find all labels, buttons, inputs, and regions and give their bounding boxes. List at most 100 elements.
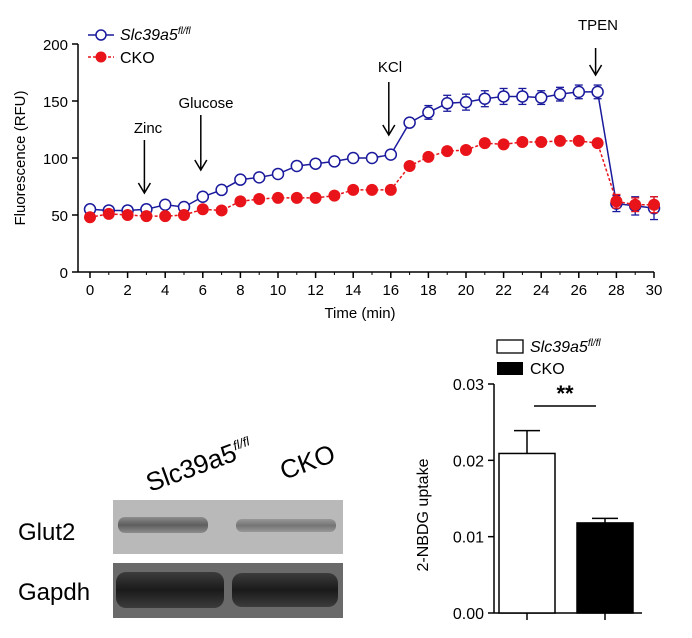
- series-1: [83, 84, 661, 221]
- x-tick-label: 20: [458, 282, 475, 299]
- legend-marker-filled: [95, 51, 107, 63]
- nbdg-uptake-bar-chart: 0.00 0.01 0.02 0.03 Slc39a5fl/fl CKO 2-NBDG…: [415, 338, 642, 623]
- data-point: [591, 85, 604, 99]
- x-tick-label: 24: [533, 282, 550, 299]
- data-point: [309, 157, 322, 170]
- bar-chart-legend: Slc39a5fl/fl CKO: [496, 338, 601, 378]
- data-point: [196, 203, 209, 216]
- blot-lane-label-cko: CKO: [276, 438, 339, 485]
- data-point: [140, 210, 153, 223]
- significance-marker: **: [534, 381, 596, 407]
- data-point: [384, 148, 398, 161]
- blot-band-glut2-cko: [236, 519, 336, 532]
- data-point: [384, 183, 397, 196]
- blot-row-label-glut2: Glut2: [18, 519, 75, 546]
- annotation-label: Glucose: [178, 95, 233, 112]
- data-point: [553, 87, 567, 101]
- data-point: [309, 191, 322, 204]
- data-point: [365, 151, 379, 165]
- y-tick-label: 50: [51, 208, 68, 225]
- data-point: [328, 155, 341, 168]
- bar-y-tick-label: 0.03: [453, 377, 484, 394]
- y-tick-label: 0: [60, 265, 68, 282]
- data-point: [497, 90, 510, 103]
- data-point: [422, 150, 435, 163]
- legend-marker-open: [95, 29, 107, 41]
- line-chart-series: [83, 84, 661, 224]
- bar-1: [498, 452, 556, 614]
- annotation-label: Zinc: [134, 120, 163, 137]
- data-point: [610, 195, 623, 208]
- blot-band-gapdh-wt: [116, 572, 224, 608]
- data-point: [290, 159, 304, 173]
- data-point: [441, 145, 454, 158]
- blot-band-glut2-wt: [118, 517, 208, 533]
- data-point: [591, 137, 604, 150]
- annotation-label: KCl: [378, 59, 402, 76]
- line-chart-y-axis-label: Fluorescence (RFU): [12, 90, 29, 225]
- data-point: [328, 189, 341, 202]
- data-point: [102, 207, 115, 220]
- data-point: [215, 183, 228, 197]
- data-point: [516, 136, 529, 149]
- data-point: [346, 151, 360, 165]
- x-tick-label: 10: [270, 282, 287, 299]
- data-point: [178, 209, 190, 221]
- data-point: [440, 97, 454, 110]
- data-point: [497, 138, 510, 151]
- data-point: [159, 210, 172, 223]
- x-tick-label: 6: [199, 282, 207, 299]
- x-tick-label: 4: [161, 282, 169, 299]
- data-point: [422, 106, 435, 119]
- y-tick-label: 100: [43, 151, 68, 168]
- legend-series-1-label: Slc39a5fl/fl: [120, 26, 191, 44]
- data-point: [403, 116, 416, 129]
- annotation-label: TPEN: [578, 17, 618, 34]
- data-point: [215, 204, 228, 217]
- annotation-arrow-head: [588, 64, 603, 77]
- bar-y-tick-label: 0.01: [453, 530, 484, 547]
- x-tick-label: 30: [646, 282, 663, 299]
- x-tick-label: 16: [382, 282, 399, 299]
- y-tick-label: 200: [43, 37, 68, 54]
- data-point: [516, 90, 529, 103]
- data-point: [234, 173, 247, 186]
- data-point: [572, 134, 585, 147]
- bar-y-tick-label: 0.00: [453, 606, 484, 623]
- data-point: [648, 198, 660, 211]
- data-point: [252, 171, 266, 184]
- bar-legend-series-2: CKO: [530, 361, 565, 378]
- series-2: [84, 134, 660, 224]
- bar-2: [576, 522, 634, 614]
- line-chart-legend: Slc39a5fl/fl CKO: [88, 26, 191, 67]
- data-point: [121, 209, 134, 221]
- data-point: [272, 191, 284, 204]
- x-tick-label: 2: [123, 282, 131, 299]
- data-point: [253, 193, 266, 206]
- data-point: [196, 190, 210, 204]
- data-point: [629, 198, 642, 211]
- x-tick-label: 14: [345, 282, 362, 299]
- annotation-arrow-head: [194, 159, 208, 172]
- western-blot-panel: Slc39a5fl/fl CKO Glut2 Gapdh: [0, 400, 360, 630]
- data-point: [572, 85, 586, 99]
- annotation-arrow-head: [382, 124, 396, 137]
- line-chart-x-axis-label: Time (min): [324, 305, 395, 322]
- legend-series-2-label: CKO: [120, 50, 155, 67]
- data-point: [459, 95, 473, 109]
- annotation-arrow-head: [137, 182, 152, 195]
- data-point: [534, 91, 548, 104]
- data-point: [403, 159, 416, 172]
- data-point: [478, 137, 491, 150]
- significance-label: **: [556, 381, 574, 406]
- x-tick-label: 12: [307, 282, 324, 299]
- data-point: [84, 211, 96, 224]
- bar-legend-series-1: Slc39a5fl/fl: [530, 338, 601, 356]
- data-point: [234, 195, 247, 208]
- blot-band-gapdh-cko: [232, 573, 338, 607]
- data-point: [554, 134, 566, 147]
- y-tick-label: 150: [43, 94, 68, 111]
- data-point: [460, 144, 472, 157]
